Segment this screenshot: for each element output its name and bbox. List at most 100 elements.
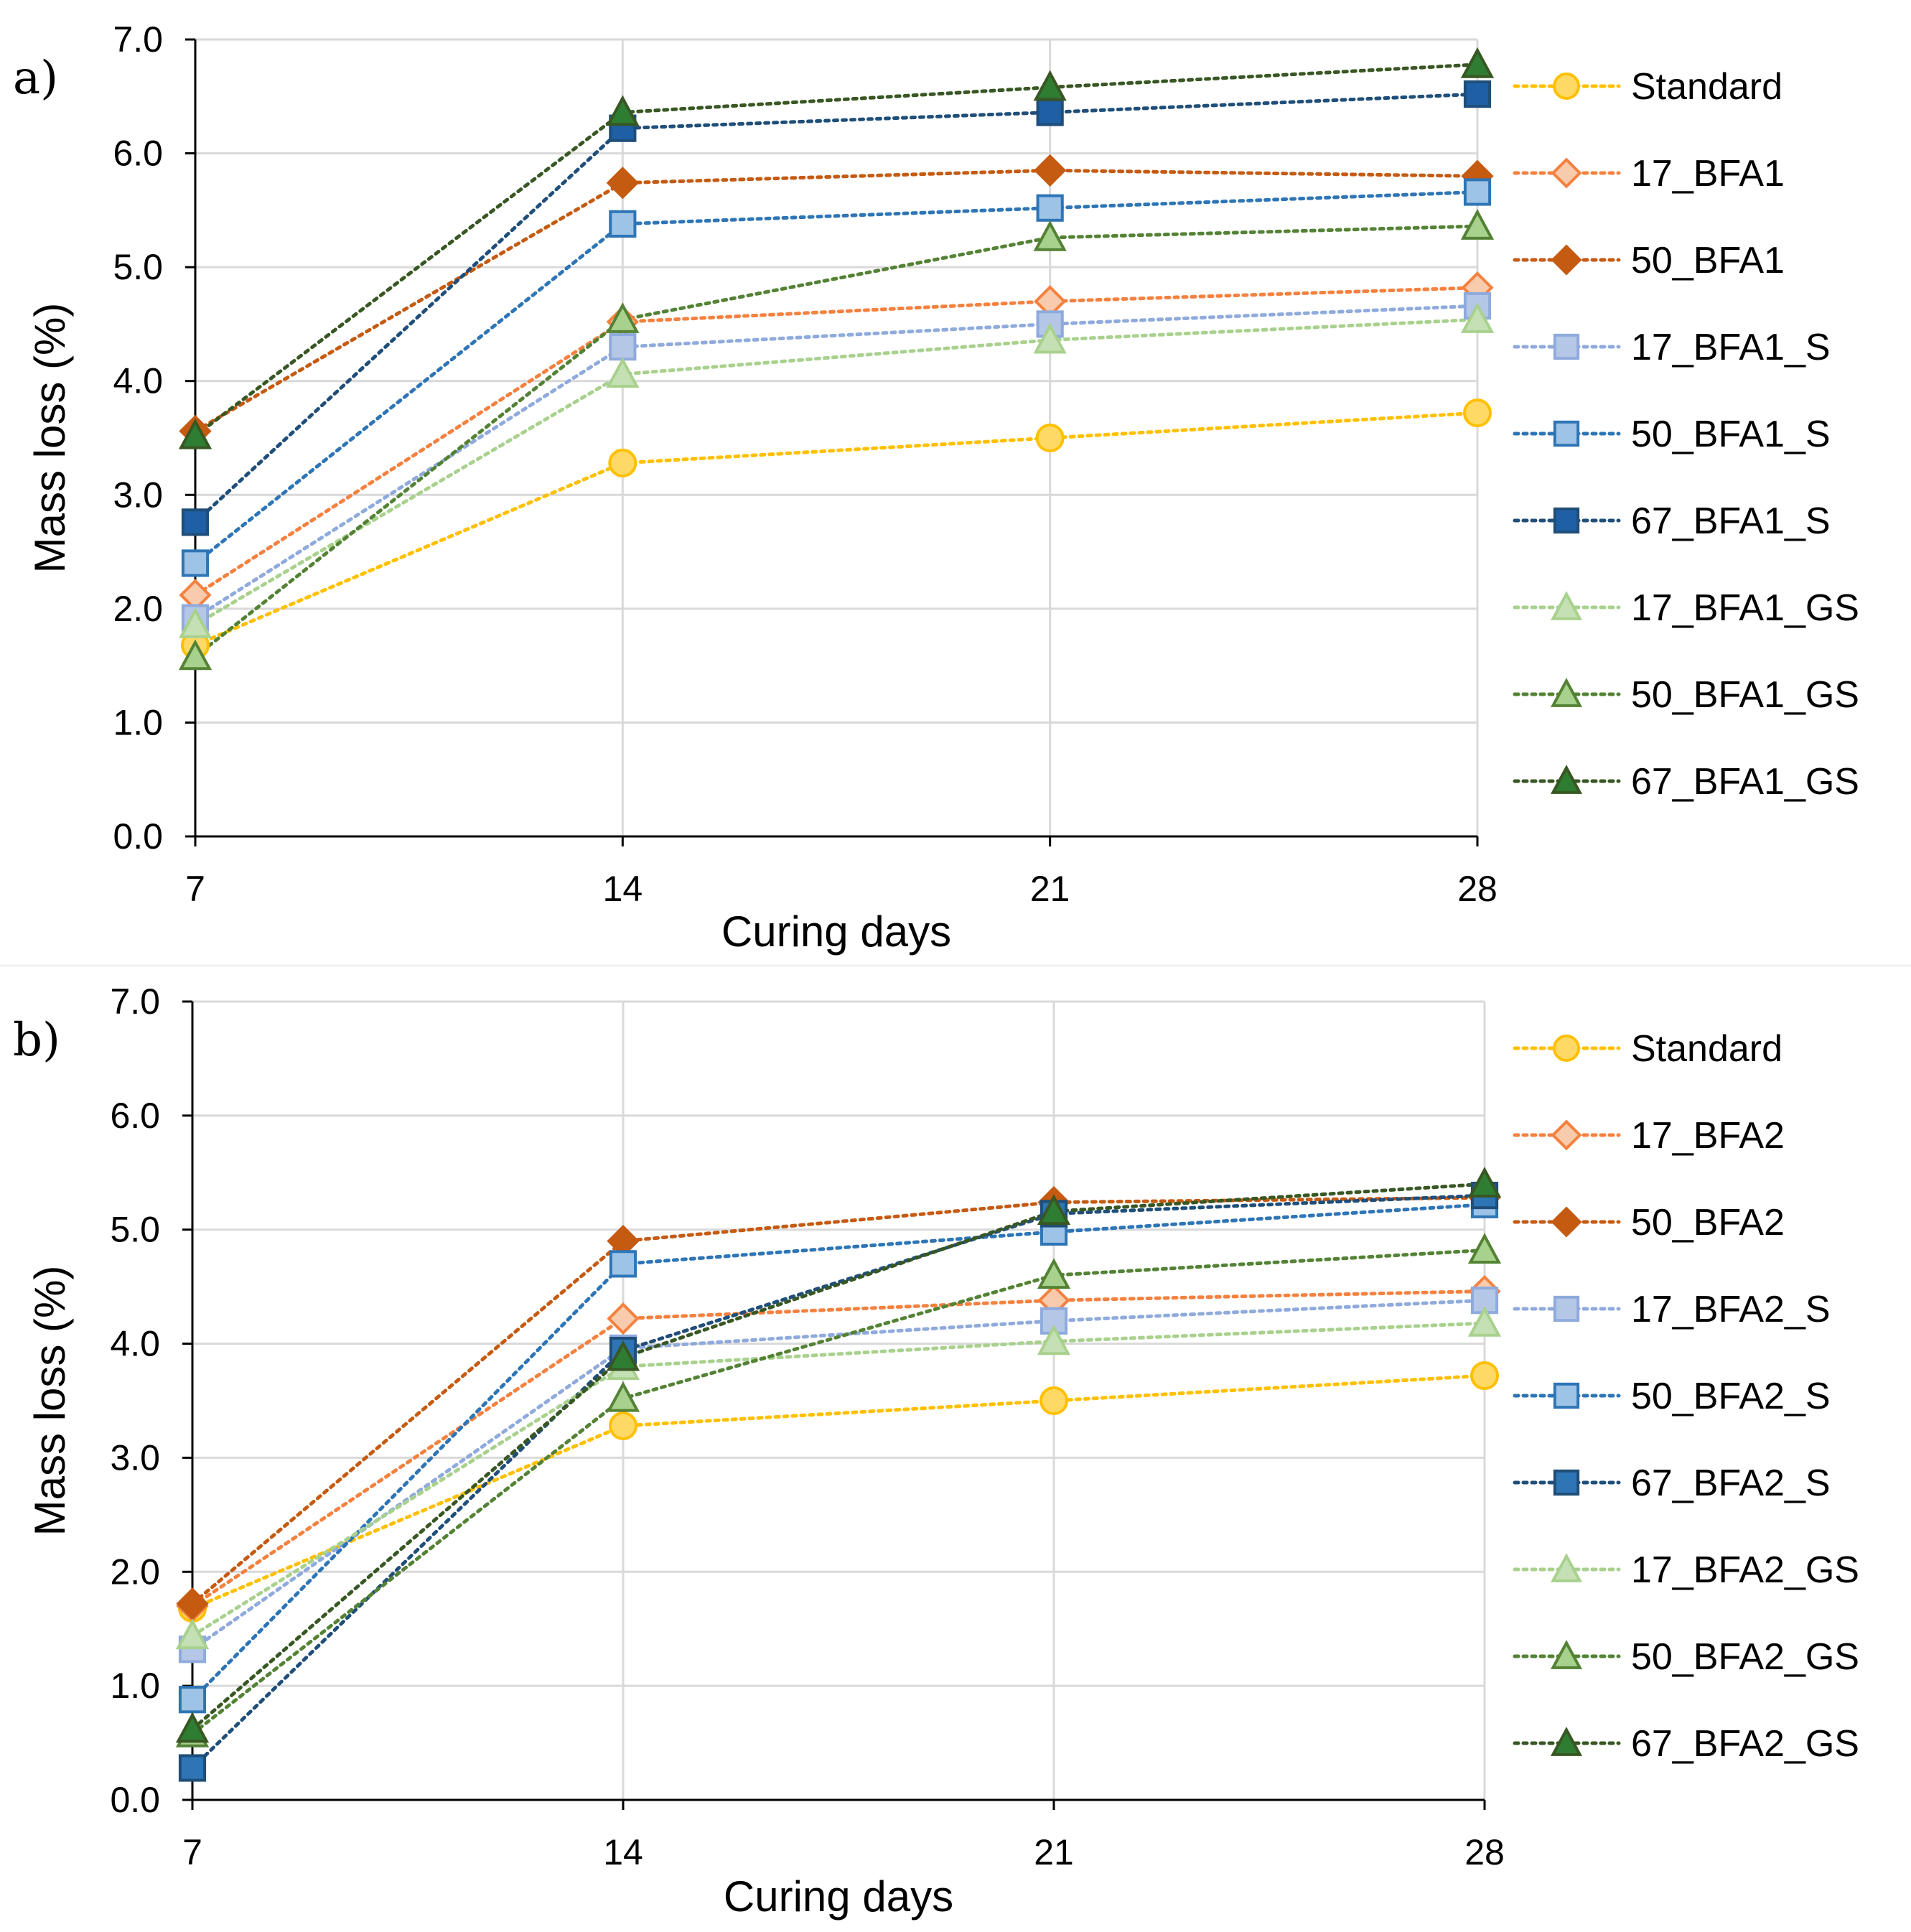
data-point (609, 1411, 637, 1440)
data-point (1033, 220, 1067, 251)
legend-marker (1550, 678, 1583, 707)
x-tick-label: 14 (603, 869, 643, 909)
data-point (1467, 1233, 1502, 1264)
x-tick-label: 28 (1457, 869, 1498, 909)
series-line (193, 190, 1480, 565)
y-tick-label: 2.0 (113, 589, 163, 629)
legend-label: Standard (1631, 66, 1782, 108)
data-point (606, 167, 639, 200)
legend-label: 17_BFA2 (1631, 1115, 1785, 1157)
legend-label: 50_BFA1_S (1631, 414, 1831, 455)
y-tick-label: 7.0 (113, 19, 163, 60)
x-tick-label: 21 (1030, 869, 1070, 909)
chart-panel-b: 0.0 1.0 2.0 3.0 4.0 5.0 6.0 7.0 7 14 21 28 Curing da… (13, 981, 1859, 1921)
data-point (178, 639, 212, 671)
y-tick-label: 5.0 (113, 247, 163, 287)
data-point (1467, 1167, 1502, 1198)
data-point (609, 1250, 637, 1278)
legend-label: 17_BFA2_GS (1631, 1549, 1859, 1591)
legend-label: 17_BFA1 (1631, 153, 1785, 195)
y-tick-label: 1.0 (113, 702, 163, 742)
legend-label: 67_BFA1_S (1631, 500, 1831, 542)
y-tick-label: 5.0 (110, 1210, 160, 1250)
data-point (1033, 322, 1067, 354)
data-point (178, 1754, 207, 1782)
legend-marker (1550, 1640, 1583, 1669)
data-point (606, 95, 640, 126)
data-point (1037, 1258, 1071, 1289)
legend-marker (1553, 1035, 1580, 1062)
legend-label: 67_BFA2_GS (1631, 1723, 1859, 1765)
data-point (1470, 1361, 1499, 1391)
data-point (1460, 47, 1495, 78)
y-tick-label: 4.0 (110, 1324, 160, 1364)
legend-label: 17_BFA1_S (1631, 327, 1831, 368)
legend-label: 50_BFA1_GS (1631, 674, 1859, 716)
data-point (608, 448, 637, 477)
x-tick-label: 28 (1464, 1832, 1505, 1872)
y-tick-label: 6.0 (113, 134, 163, 174)
legend-marker (1553, 420, 1580, 447)
data-point (176, 1587, 209, 1620)
data-point (1039, 1386, 1068, 1415)
data-point (609, 210, 637, 238)
legend-label: 67_BFA1_GS (1631, 761, 1859, 803)
y-tick-label: 2.0 (110, 1551, 160, 1592)
legend-marker (1553, 1382, 1580, 1409)
series-line (193, 411, 1480, 648)
legend-label: Standard (1631, 1028, 1782, 1070)
data-point (1033, 70, 1067, 101)
series-line (193, 304, 1480, 620)
x-axis-title: Curing days (724, 1872, 953, 1921)
y-tick-label: 1.0 (110, 1666, 160, 1706)
data-point (606, 357, 640, 388)
data-point (1467, 1305, 1502, 1337)
y-axis-title: Mass loss (%) (26, 303, 74, 574)
legend-label: 67_BFA2_S (1631, 1462, 1831, 1504)
legend-marker (1553, 507, 1580, 534)
series-line (190, 1195, 1487, 1606)
legend-marker (1551, 157, 1582, 189)
legend-marker (1551, 244, 1582, 276)
legend-label: 50_BFA2_S (1631, 1376, 1831, 1417)
legend-label: 17_BFA1_GS (1631, 587, 1859, 629)
series-line (190, 1321, 1487, 1638)
data-point (178, 1686, 207, 1714)
x-tick-label: 21 (1034, 1832, 1074, 1872)
data-point (181, 508, 210, 536)
y-tick-label: 3.0 (110, 1437, 160, 1478)
series-line (190, 1248, 1487, 1736)
series-line (190, 1373, 1487, 1610)
series-line (193, 168, 1480, 433)
series-line (190, 1298, 1487, 1651)
y-tick-label: 4.0 (113, 361, 163, 401)
data-point (178, 418, 212, 449)
legend-marker (1553, 333, 1580, 360)
series-line (193, 224, 1480, 658)
legend-marker (1550, 1727, 1583, 1756)
y-tick-label: 7.0 (110, 981, 160, 1022)
data-point (175, 1618, 210, 1650)
data-point (175, 1712, 210, 1743)
legend-label: 50_BFA1 (1631, 240, 1785, 281)
data-point (609, 333, 637, 361)
panel-label: a) (13, 52, 58, 105)
legend-marker (1550, 765, 1583, 794)
data-point (1463, 80, 1492, 108)
series-line (193, 92, 1480, 524)
x-tick-label: 7 (185, 869, 205, 909)
series-line (193, 62, 1480, 438)
legend-label: 50_BFA2 (1631, 1202, 1785, 1243)
data-point (607, 1302, 640, 1335)
series-line (190, 1289, 1487, 1608)
data-point (606, 1381, 640, 1412)
x-axis-title: Curing days (721, 907, 951, 956)
data-point (606, 1340, 640, 1371)
legend-marker (1551, 1206, 1582, 1238)
y-tick-label: 6.0 (110, 1096, 160, 1136)
series-line (190, 1203, 1487, 1702)
legend-marker (1553, 1469, 1580, 1496)
data-point (1034, 154, 1067, 187)
y-axis-title: Mass loss (%) (26, 1266, 74, 1536)
legend-marker (1551, 1119, 1582, 1151)
